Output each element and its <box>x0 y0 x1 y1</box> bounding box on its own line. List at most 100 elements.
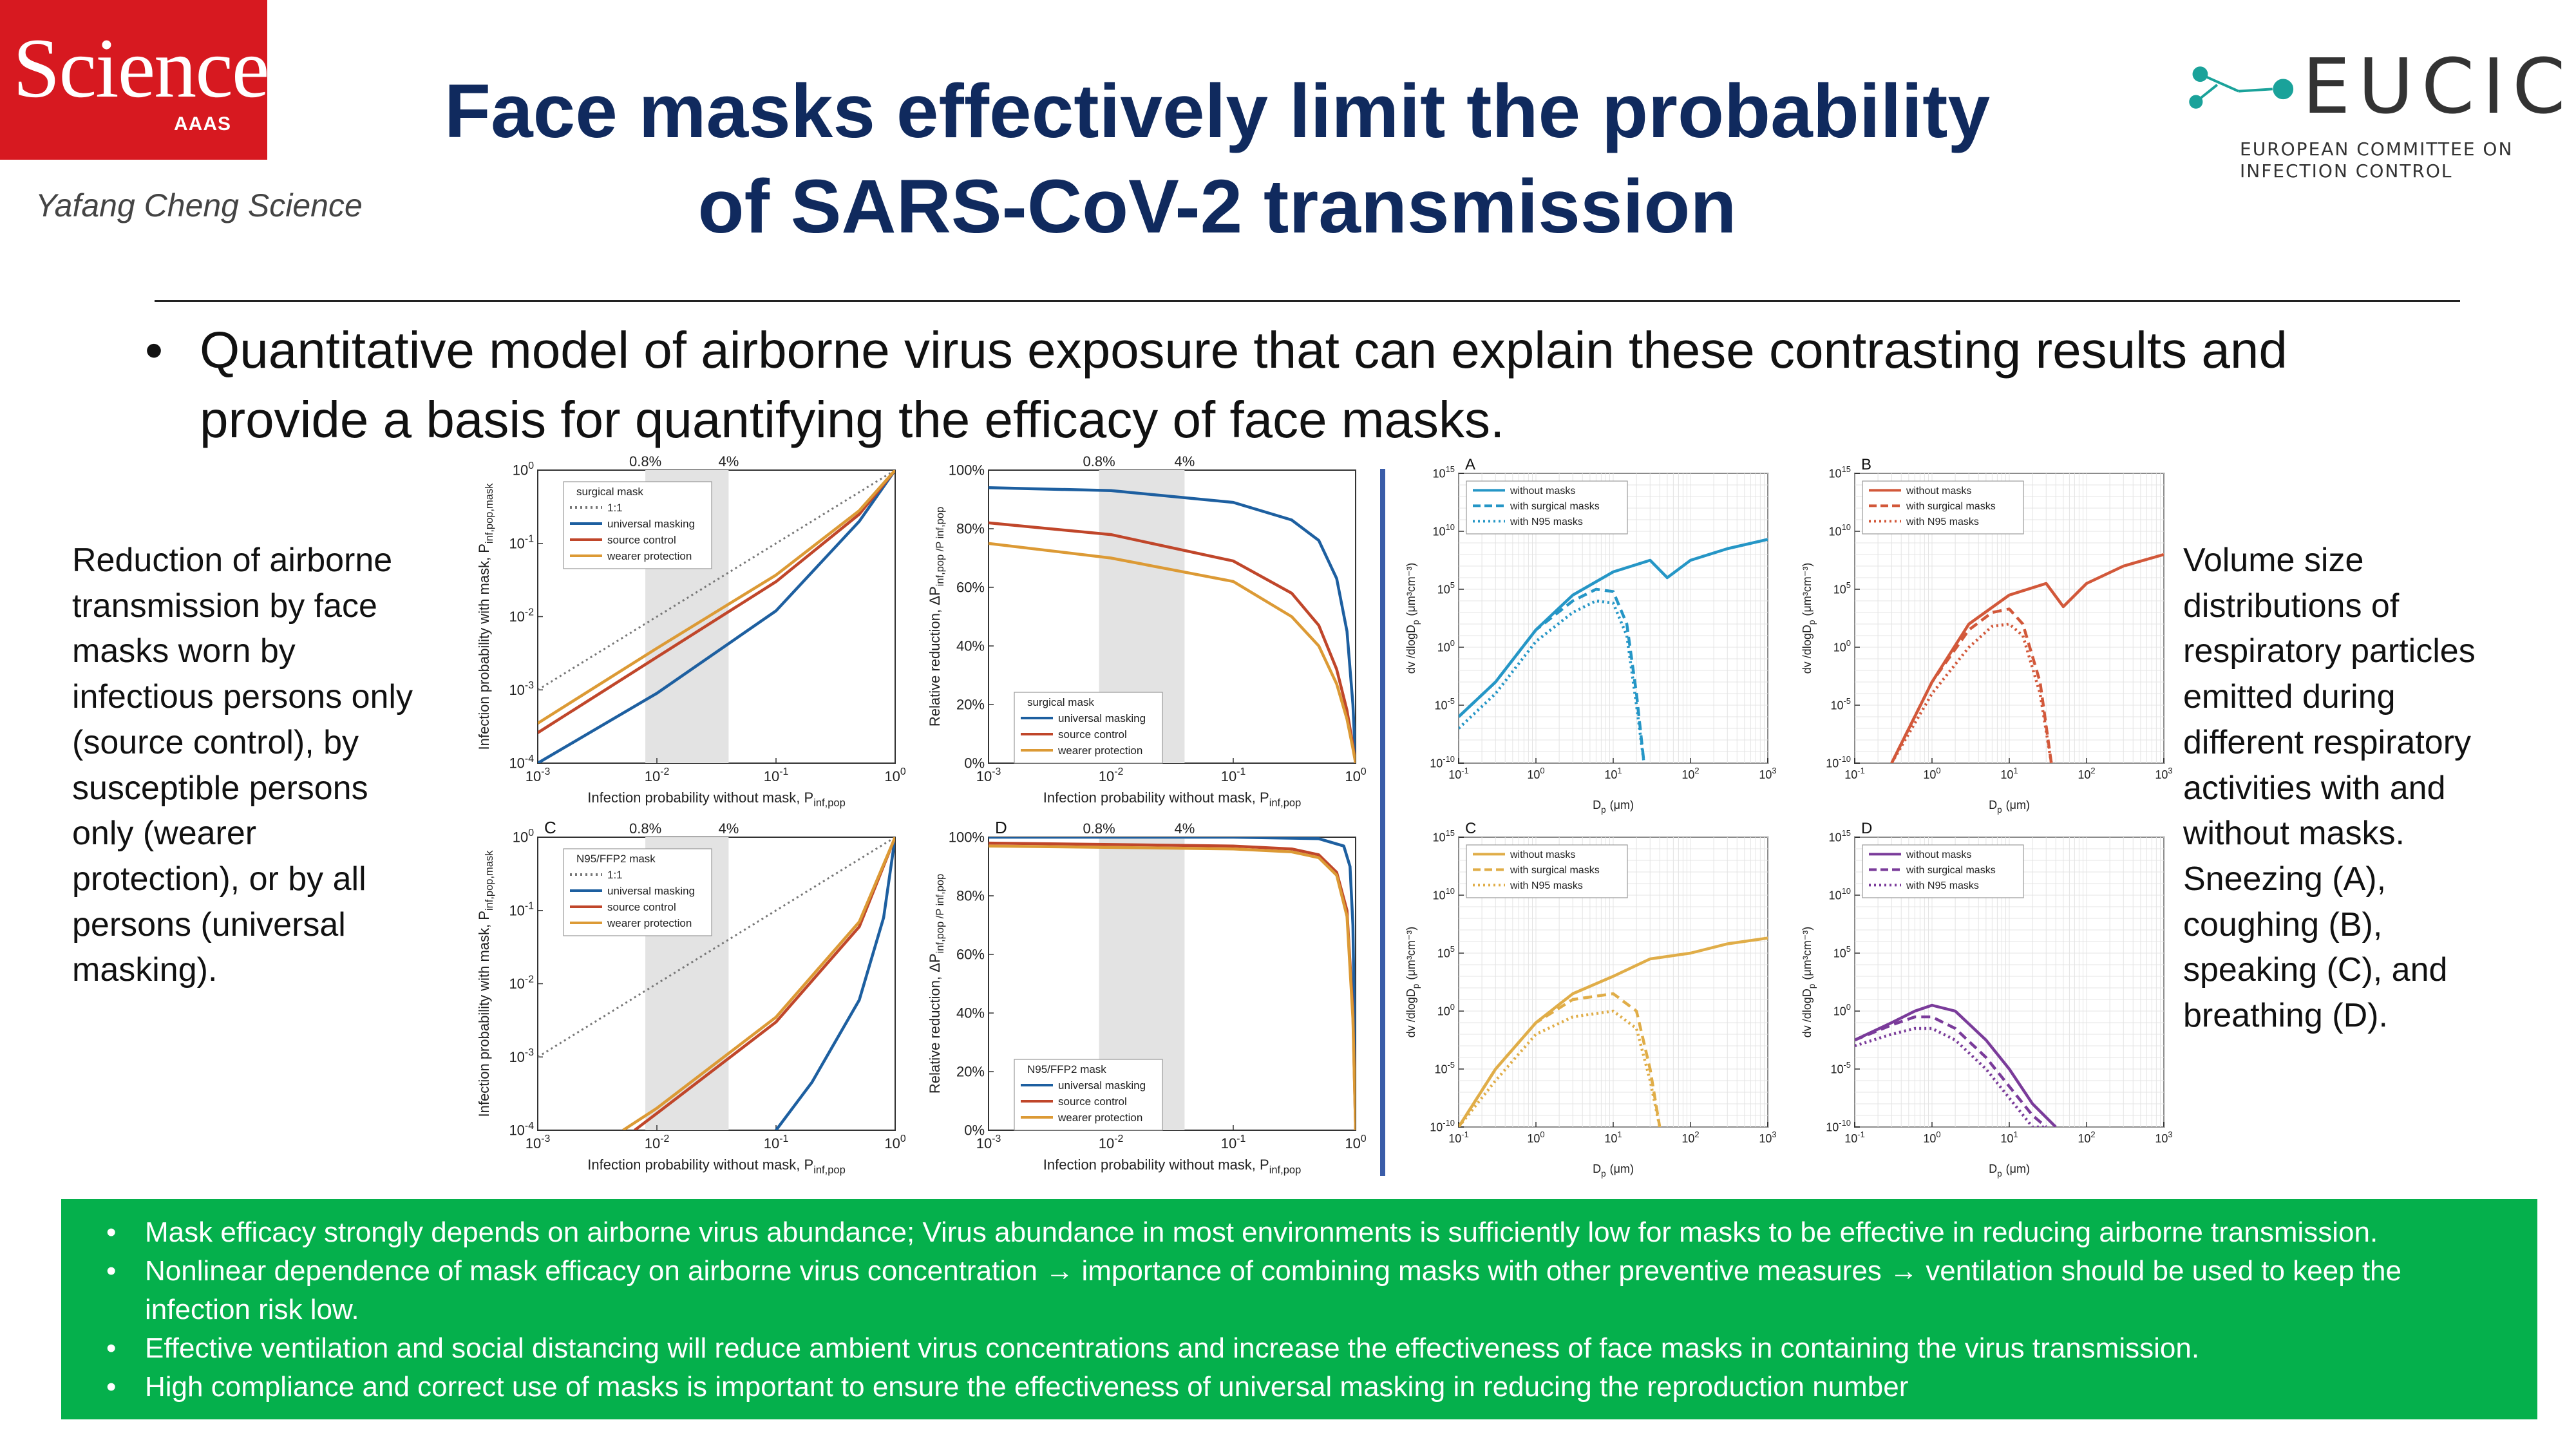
y-tick-label: 10-10 <box>1826 754 1851 770</box>
legend-label: with N95 masks <box>1510 516 1583 527</box>
y-tick-label: 10-10 <box>1826 1118 1851 1133</box>
panel-letter: B <box>1861 456 1871 473</box>
y-tick-label: 100 <box>1833 1002 1851 1018</box>
eucic-subtitle-line-1: EUROPEAN COMMITTEE ON <box>2240 138 2514 160</box>
eucic-wordmark: EUCIC <box>2302 42 2573 131</box>
x-tick-label: 10-3 <box>976 766 1001 784</box>
y-tick-label: 100 <box>1833 638 1851 654</box>
legend-label: universal masking <box>607 885 695 897</box>
summary-list: • Mask efficacy strongly depends on airbo… <box>106 1213 2512 1406</box>
series-group <box>1855 1003 2057 1127</box>
y-tick-label: 40% <box>956 1005 985 1021</box>
x-tick-label: 10-1 <box>1448 766 1469 781</box>
title-line-1: Face masks effectively limit the probabi… <box>444 69 1991 154</box>
y-tick-label: 105 <box>1437 580 1455 596</box>
chart-svg: 0.8% 4% 10-3 10-2 10-1 100 0% 20% 40% 60% 80% 100% I… <box>927 821 1367 1176</box>
x-tick-label: 10-1 <box>764 766 789 784</box>
legend-label: wearer protection <box>607 917 692 929</box>
series-line <box>1459 1009 1662 1127</box>
chart-reduction-surgical: 0.8% 4% 10-3 10-2 10-1 100 0% 20% 40% 60% 80% 100% I… <box>924 454 1375 811</box>
y-axis-label: Relative reduction, ΔPinf,pop /P inf,pop <box>927 874 946 1094</box>
x-tick-label: 10-3 <box>976 1133 1001 1151</box>
panel-letter: D <box>995 821 1007 837</box>
header-divider <box>155 300 2460 302</box>
legend-title: surgical mask <box>576 486 643 498</box>
y-tick-label: 1015 <box>1433 828 1455 844</box>
summary-item: • Nonlinear dependence of mask efficacy o… <box>106 1252 2512 1329</box>
legend-label: universal masking <box>1058 1079 1146 1092</box>
series-group <box>1459 936 1768 1127</box>
y-tick-label: 10-5 <box>1434 696 1455 712</box>
legend-label: universal masking <box>607 518 695 530</box>
series-line <box>538 470 895 734</box>
chart-svg: 0.8% 4% 10-3 10-2 10-1 100 0% 20% 40% 60% 80% 100% I… <box>927 454 1367 809</box>
series-line <box>538 470 895 725</box>
legend-label: with N95 masks <box>1906 516 1979 527</box>
series-group <box>1890 553 2164 763</box>
y-tick-label: 80% <box>956 521 985 537</box>
panel-letter: C <box>544 821 556 837</box>
right-caption: Volume size distributions of respiratory… <box>2183 542 2476 1035</box>
y-tick-label: 105 <box>1833 580 1851 596</box>
y-axis-label: dv /dlogDp(μm³cm⁻³) <box>1801 927 1817 1037</box>
intro-bullet: • Quantitative model of airborne virus e… <box>145 316 2412 455</box>
legend-label: without masks <box>1906 486 1971 497</box>
bullet-dot: • <box>106 1217 117 1248</box>
y-tick-label: 1010 <box>1829 886 1851 902</box>
legend-label: wearer protection <box>1057 1112 1142 1124</box>
x-tick-label: 102 <box>1681 766 1699 781</box>
legend-title: N95/FFP2 mask <box>1027 1063 1106 1075</box>
bullet-dot: • <box>106 1371 117 1403</box>
legend-label: source control <box>1058 1095 1127 1108</box>
legend-box <box>563 848 712 936</box>
panel-letter: D <box>1861 820 1872 837</box>
x-tick-label: 10-1 <box>764 1133 789 1151</box>
y-tick-label: 10-5 <box>1434 1060 1455 1075</box>
y-tick-label: 105 <box>1833 944 1851 960</box>
y-tick-label: 1010 <box>1829 522 1851 538</box>
band-label: 4% <box>1174 454 1195 469</box>
y-tick-label: 1010 <box>1433 886 1455 902</box>
x-axis-label: Dp (μm) <box>1989 799 2030 815</box>
y-tick-label: 100 <box>1437 638 1455 654</box>
legend-label: universal masking <box>1058 712 1146 724</box>
series-line <box>1890 607 2053 763</box>
band-label: 0.8% <box>1083 454 1115 469</box>
series-line <box>989 837 1356 1130</box>
x-tick-label: 101 <box>1604 1130 1622 1145</box>
x-tick-label: 10-1 <box>1221 1133 1246 1151</box>
x-tick-label: 100 <box>884 766 905 784</box>
x-tick-label: 10-2 <box>645 766 670 784</box>
y-tick-label: 100% <box>949 829 985 846</box>
y-tick-label: 40% <box>956 638 985 654</box>
summary-item-text: Mask efficacy strongly depends on airbor… <box>145 1217 2378 1248</box>
x-axis-label: Infection probability without mask, Pinf… <box>1043 1157 1302 1176</box>
y-axis-label: Infection probability with mask, Pinf,po… <box>476 850 495 1117</box>
bullet-dot: • <box>145 321 164 379</box>
y-tick-label: 1015 <box>1829 828 1851 844</box>
series-line <box>1459 599 1646 763</box>
intro-bullet-text: Quantitative model of airborne virus exp… <box>200 321 2287 448</box>
legend-label: with N95 masks <box>1510 880 1583 891</box>
summary-item-text: Effective ventilation and social distanc… <box>145 1332 2200 1364</box>
series-group <box>1459 538 1768 763</box>
chart-size-coughing: 10-1 100 101 102 103 10-10 10-5 100 105 1010 1015 D… <box>1797 454 2177 818</box>
chart-size-breathing: 10-1 100 101 102 103 10-10 10-5 100 105 1010 1015 D… <box>1797 818 2177 1182</box>
x-tick-label: 100 <box>1345 766 1366 784</box>
band-label: 4% <box>1174 821 1195 837</box>
x-tick-label: 101 <box>1604 766 1622 781</box>
y-tick-label: 60% <box>956 580 985 596</box>
legend-label: with surgical masks <box>1510 501 1600 512</box>
legend-title: N95/FFP2 mask <box>576 853 656 865</box>
x-axis-label: Infection probability without mask, Pinf… <box>587 790 846 809</box>
band-label: 0.8% <box>629 821 661 837</box>
series-line <box>622 837 895 1130</box>
chart-svg: 0.8% 4%10-3 10-2 10-1 10010-410-310-210-1100… <box>476 454 906 809</box>
y-axis-label: Infection probability with mask, Pinf,po… <box>476 483 495 750</box>
panel-letter: C <box>1465 820 1476 837</box>
x-axis-label: Dp (μm) <box>1593 799 1634 815</box>
legend-label: 1:1 <box>607 869 623 881</box>
x-tick-label: 101 <box>2000 766 2018 781</box>
x-tick-label: 102 <box>2078 1130 2095 1145</box>
eucic-molecule-icon <box>2189 66 2294 109</box>
